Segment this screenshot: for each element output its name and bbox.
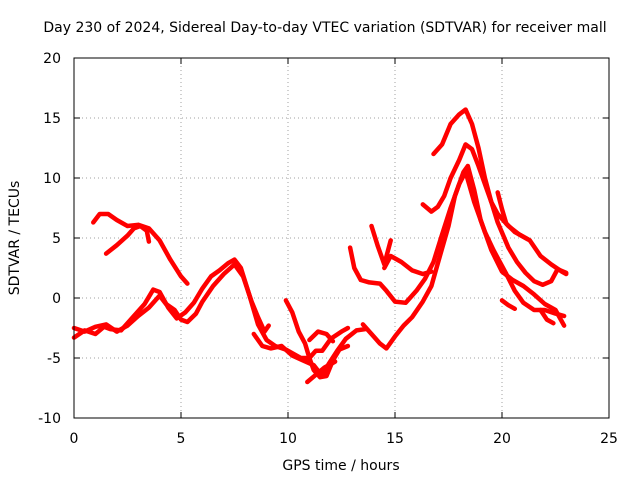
y-tick-label: 10 [43, 171, 61, 187]
y-tick-label: 5 [52, 231, 61, 247]
series-track-12 [382, 253, 434, 277]
x-tick-label: 0 [70, 431, 79, 447]
chart-title: Day 230 of 2024, Sidereal Day-to-day VTE… [43, 20, 606, 36]
axis-ticks: 0 5 10 15 20 25 -10 -5 0 5 10 15 20 [38, 51, 618, 447]
series-track-14 [431, 107, 569, 288]
series-track-7 [305, 359, 338, 385]
series-track-8 [307, 329, 336, 344]
y-tick-label: -10 [38, 411, 61, 427]
x-axis-label: GPS time / hours [282, 458, 399, 474]
x-tick-label: 15 [386, 431, 404, 447]
series-track-10 [360, 163, 567, 351]
series-track-17 [538, 307, 556, 326]
x-tick-label: 20 [493, 431, 511, 447]
x-tick-label: 10 [279, 431, 297, 447]
y-axis-label: SDTVAR / TECUs [7, 181, 23, 296]
series-track-15 [495, 190, 530, 242]
series-track-6 [283, 298, 351, 380]
y-tick-label: -5 [47, 351, 61, 367]
x-tick-label: 5 [177, 431, 186, 447]
x-tick-label: 25 [600, 431, 618, 447]
data-series [71, 107, 569, 385]
series-track-4 [71, 257, 351, 361]
y-tick-label: 20 [43, 51, 61, 67]
y-tick-label: 15 [43, 111, 61, 127]
series-track-3 [71, 262, 271, 334]
y-tick-label: 0 [52, 291, 61, 307]
series-track-11 [369, 223, 393, 267]
series-track-2 [103, 223, 152, 256]
series-track-16 [499, 298, 518, 312]
